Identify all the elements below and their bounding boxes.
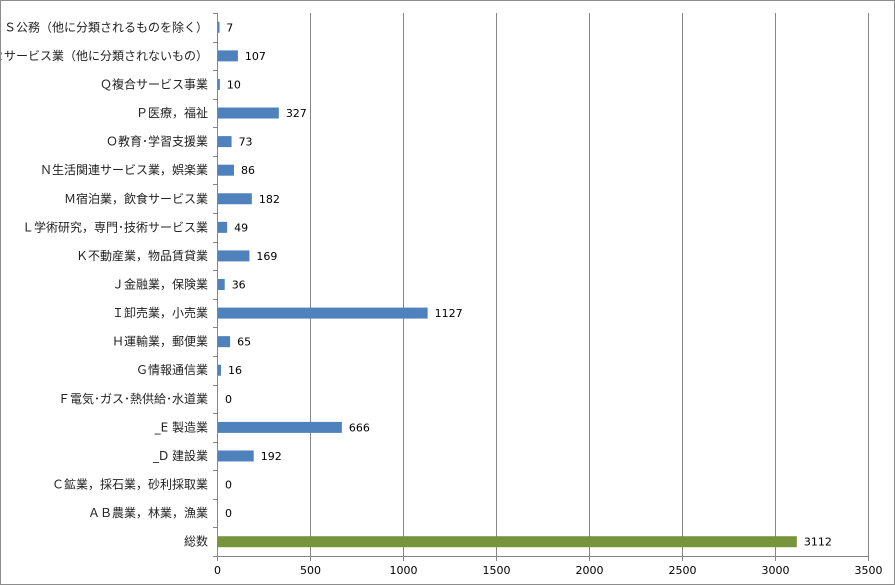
bar [218,221,228,233]
value-label: 7 [226,21,233,34]
value-label: 3112 [804,536,832,549]
x-tick-label: 2000 [576,564,604,577]
bar [218,136,232,148]
bar [218,279,225,290]
category-label: Ｍ宿泊業，飲食サービス業 [64,191,208,206]
category-label: Ｏ教育･学習支援業 [106,134,208,149]
category-label: Ｎ生活関連サービス業，娯楽業 [40,163,208,177]
value-label: 49 [234,221,248,234]
category-label: _D 建設業 [152,448,208,463]
x-tick-label: 3500 [855,564,883,577]
category-label: ＡＢ農業，林業，漁業 [88,506,208,520]
bar [218,307,428,319]
value-label: 86 [241,164,255,177]
category-label: Ｃ鉱業，採石業，砂利採取業 [52,477,208,492]
value-label: 1127 [435,307,463,320]
value-label: 16 [228,364,242,377]
category-label: Ｓ公務（他に分類されるものを除く） [4,19,208,34]
value-label: 0 [225,479,232,492]
category-label: Ｋ不動産業，物品賃貸業 [76,248,208,263]
value-label: 666 [349,421,370,434]
value-label: 0 [225,393,232,406]
category-label: Ｌ学術研究，専門･技術サービス業 [22,219,208,234]
x-tick-label: 0 [214,564,221,577]
bar [218,78,220,90]
value-label: 36 [232,279,246,292]
category-label: Ｆ電気･ガス･熱供給･水道業 [58,391,208,406]
x-tick-label: 3000 [762,564,790,577]
bar [218,21,220,33]
bar [218,107,279,119]
value-label: 327 [286,107,307,120]
value-label: 0 [225,507,232,520]
value-label: 192 [261,450,282,463]
category-label: 総数 [184,534,208,549]
x-tick-label: 2500 [669,564,697,577]
bar [218,336,231,348]
x-tick-label: 500 [300,564,321,577]
x-tick-label: 1000 [390,564,418,577]
value-label: 65 [237,336,251,349]
bar [218,364,221,376]
category-label: Ｐ医療，福祉 [136,105,208,120]
bar [218,450,254,462]
category-label: _E 製造業 [154,420,208,434]
category-label: Ｇ情報通信業 [136,363,208,377]
bar [218,536,797,548]
category-label: Ｒサービス業（他に分類されないもの） [1,49,208,63]
bar [218,421,342,433]
bar [218,193,252,205]
bar [218,250,250,262]
value-label: 10 [227,78,241,91]
value-label: 73 [239,136,253,149]
x-tick-label: 1500 [483,564,511,577]
bar [218,164,234,176]
value-label: 182 [259,193,280,206]
value-label: 169 [256,250,277,263]
value-label: 107 [245,50,266,63]
category-label: Ｈ運輸業，郵便業 [112,334,208,349]
bar [218,50,238,62]
category-label: Ｑ複合サービス事業 [100,76,208,91]
category-label: Ｉ卸売業，小売業 [112,305,208,320]
category-label: Ｊ金融業，保険業 [112,277,208,292]
